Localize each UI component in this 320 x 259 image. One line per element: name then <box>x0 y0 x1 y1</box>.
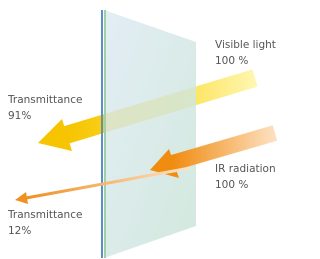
label-title: Transmittance <box>7 94 82 106</box>
label-value: 100 % <box>215 55 248 67</box>
diagram: Visible light 100 % Transmittance 91% IR… <box>0 0 284 259</box>
glass-pane <box>102 10 196 258</box>
label-value: 100 % <box>215 179 248 191</box>
label-title: IR radiation <box>215 163 276 175</box>
label-value: 91% <box>8 110 31 122</box>
label-title: Transmittance <box>7 209 82 221</box>
label-value: 12% <box>8 225 31 237</box>
label-title: Visible light <box>215 39 276 51</box>
